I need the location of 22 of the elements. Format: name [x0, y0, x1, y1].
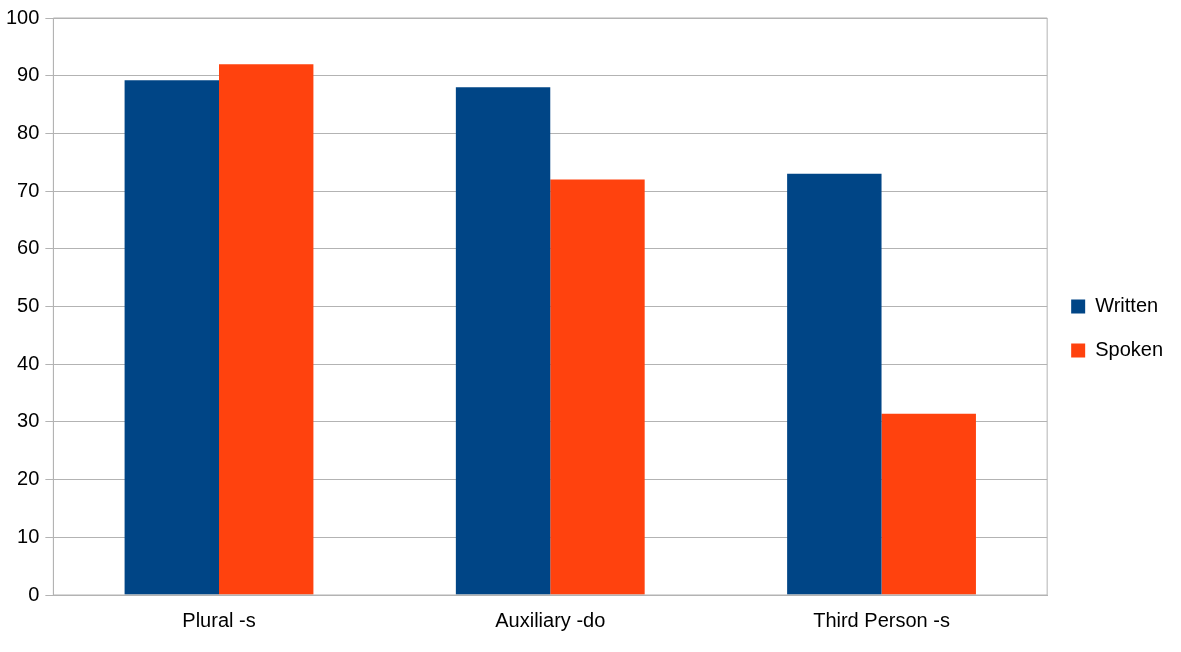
bar: [881, 413, 976, 595]
legend-label: Spoken: [1095, 338, 1164, 361]
bar: [124, 80, 219, 595]
bar: [787, 173, 882, 595]
y-tick-label: 100: [5, 5, 40, 28]
bar: [455, 87, 551, 595]
y-tick-label: 40: [17, 351, 40, 374]
bar: [219, 64, 314, 595]
y-tick-label: 80: [17, 120, 40, 143]
y-tick-label: 70: [17, 178, 40, 201]
y-tick-label: 30: [17, 409, 40, 432]
y-tick-label: 20: [17, 467, 40, 490]
y-tick-label: 90: [17, 63, 40, 86]
y-tick-label: 50: [17, 294, 40, 317]
legend-label: Written: [1095, 294, 1159, 317]
bar: [550, 179, 645, 595]
y-tick-label: 10: [17, 524, 40, 547]
y-tick-label: 60: [17, 236, 40, 259]
x-tick-label: Auxiliary -do: [495, 608, 606, 631]
x-tick-label: Plural -s: [182, 608, 256, 631]
x-tick-label: Third Person -s: [813, 608, 950, 631]
y-tick-label: 0: [28, 582, 40, 605]
